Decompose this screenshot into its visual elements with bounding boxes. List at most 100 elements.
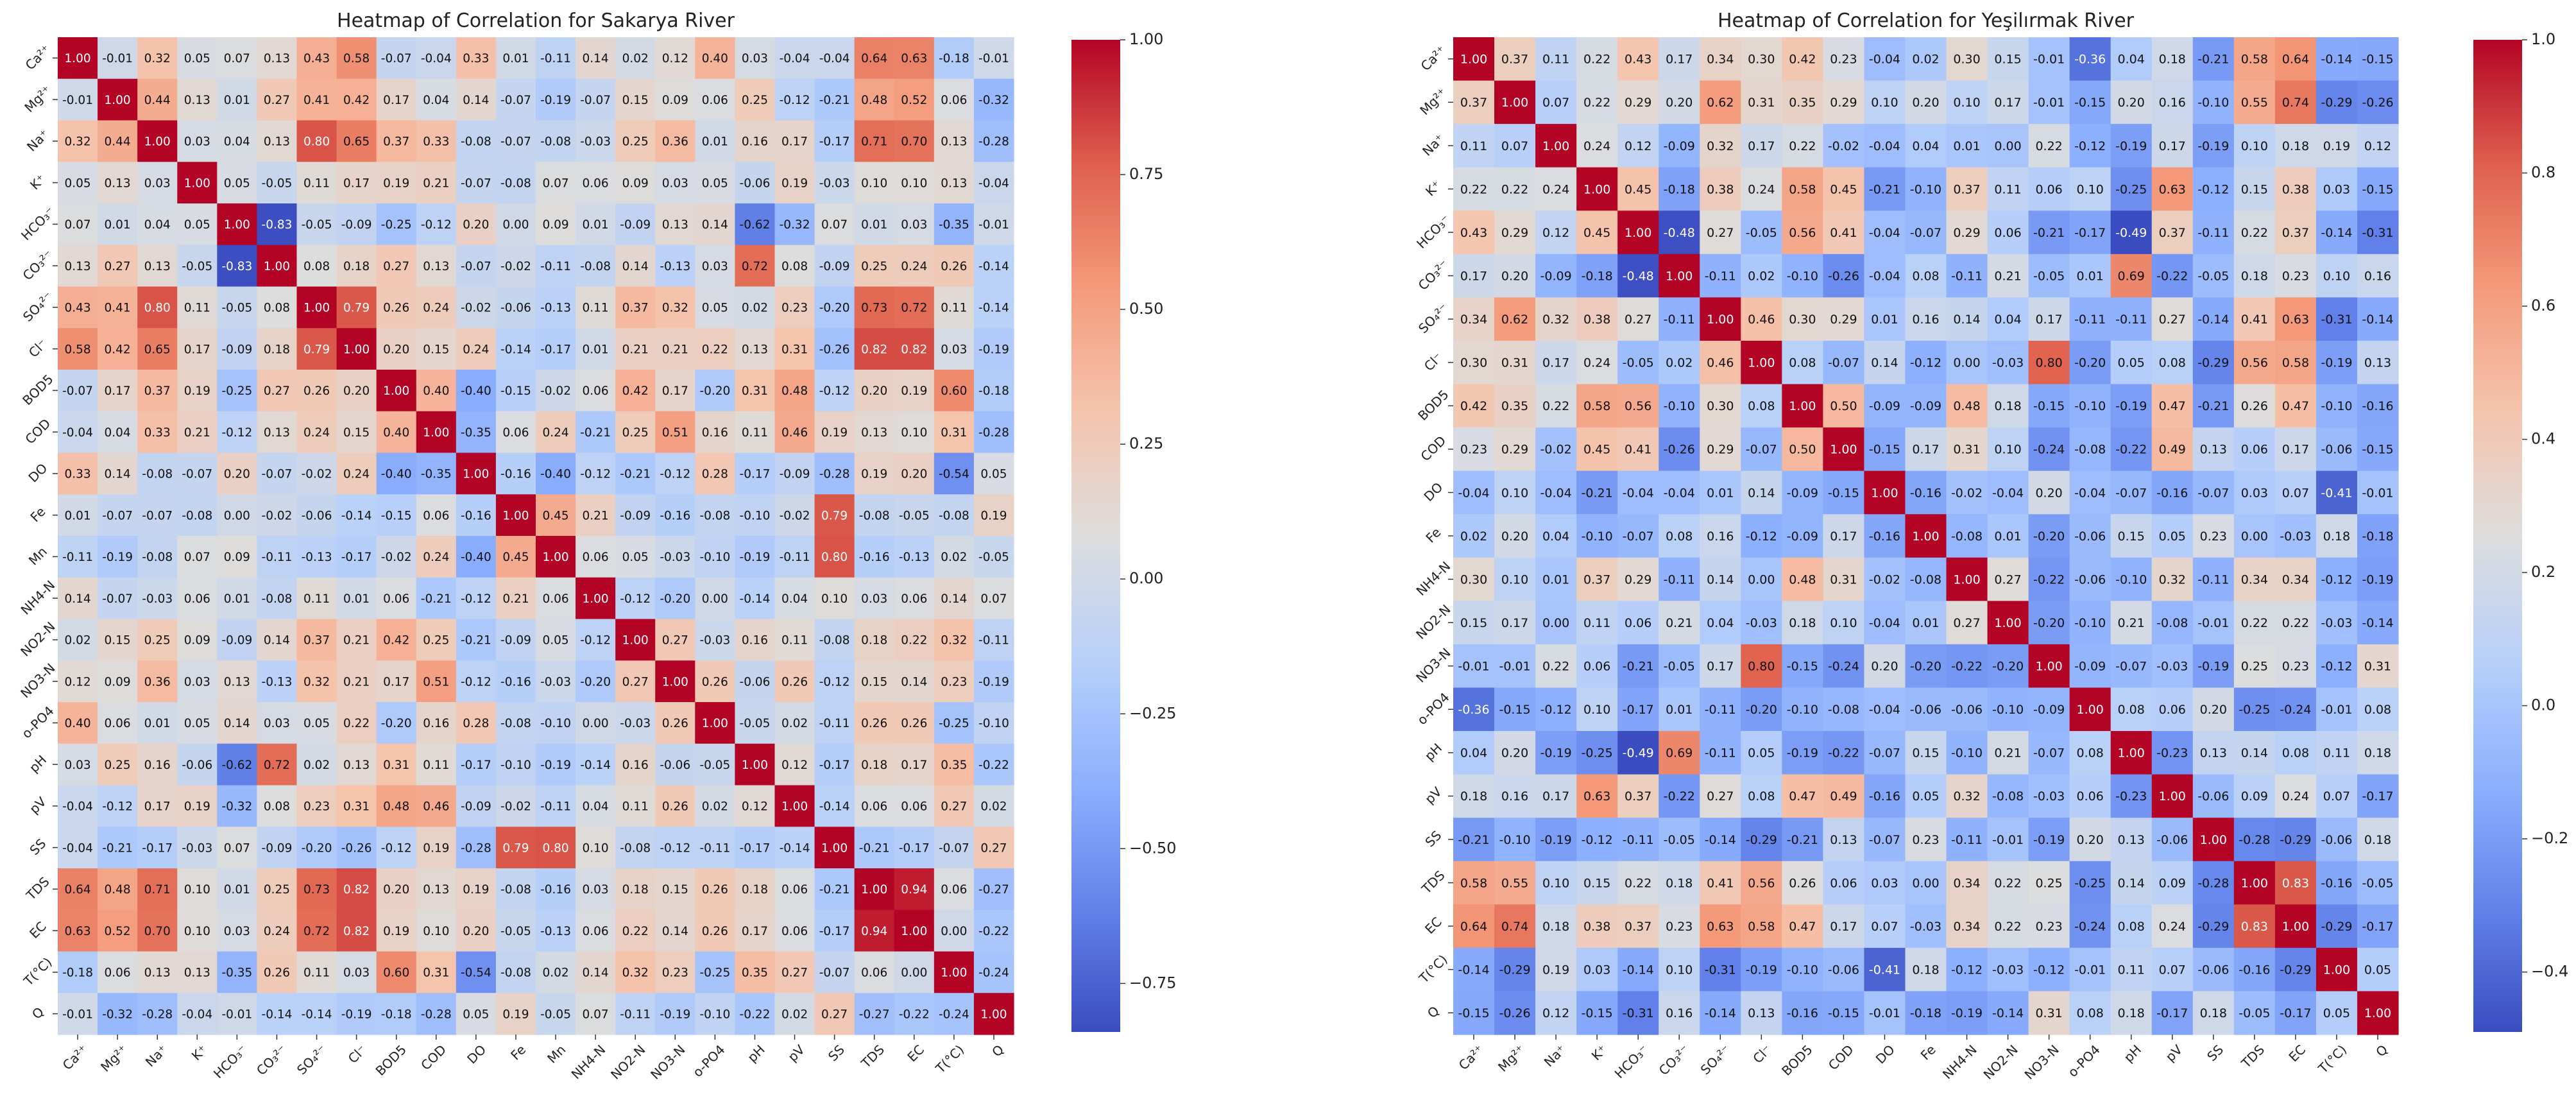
cell-value-label: 0.32 bbox=[622, 967, 649, 980]
heatmap-cell bbox=[894, 411, 935, 454]
cell-value-label: 0.34 bbox=[1460, 313, 1487, 327]
heatmap-cell bbox=[2192, 557, 2235, 601]
cell-value-label: 0.23 bbox=[1460, 443, 1487, 457]
heatmap-cell bbox=[2357, 427, 2399, 472]
heatmap-cell bbox=[1659, 731, 1700, 775]
cell-value-label: -0.54 bbox=[461, 967, 491, 980]
cell-value-label: -0.10 bbox=[1787, 703, 1818, 717]
heatmap-cell bbox=[814, 577, 855, 620]
heatmap-cell bbox=[416, 827, 457, 869]
cell-value-label: 0.06 bbox=[542, 592, 568, 606]
heatmap-cell bbox=[1864, 384, 1906, 428]
heatmap-cell bbox=[58, 660, 98, 703]
heatmap-cell bbox=[137, 162, 178, 204]
heatmap-cell bbox=[1946, 297, 1988, 341]
heatmap-cell bbox=[376, 370, 417, 412]
cell-value-label: -0.22 bbox=[1828, 746, 1859, 761]
heatmap-cell bbox=[336, 909, 377, 952]
cell-value-label: 0.22 bbox=[1583, 53, 1610, 67]
cell-value-label: -0.11 bbox=[620, 1008, 651, 1021]
cell-value-label: 0.18 bbox=[2159, 53, 2186, 67]
cell-value-label: 0.38 bbox=[1583, 920, 1610, 934]
cell-value-label: 0.50 bbox=[1830, 399, 1857, 413]
heatmap-cell bbox=[973, 162, 1014, 204]
cell-value-label: -0.15 bbox=[500, 384, 531, 398]
heatmap-cell bbox=[2151, 644, 2194, 689]
heatmap-cell bbox=[98, 951, 138, 993]
cell-value-label: -0.26 bbox=[341, 841, 372, 855]
heatmap-cell bbox=[137, 660, 178, 703]
cell-value-label: 0.80 bbox=[2035, 356, 2062, 370]
heatmap-cell bbox=[456, 411, 497, 454]
x-tick-label: NH4-N bbox=[1940, 1042, 1980, 1082]
cell-value-label: 1.00 bbox=[1707, 313, 1734, 327]
cell-value-label: 0.11 bbox=[742, 426, 768, 440]
cell-value-label: -0.02 bbox=[1540, 443, 1572, 457]
cell-value-label: -0.11 bbox=[262, 551, 293, 564]
cell-value-label: 0.04 bbox=[1542, 529, 1569, 544]
cell-value-label: 0.14 bbox=[622, 260, 649, 273]
x-tick-label: NO2-N bbox=[608, 1042, 648, 1082]
cell-value-label: 1.00 bbox=[303, 302, 330, 315]
heatmap-cell bbox=[576, 37, 616, 80]
heatmap-cell bbox=[536, 619, 576, 661]
cell-value-label: -0.05 bbox=[221, 302, 252, 315]
y-tick-label: TDS bbox=[22, 874, 52, 904]
cell-value-label: 0.69 bbox=[1666, 746, 1693, 761]
cell-value-label: 0.05 bbox=[184, 52, 210, 65]
cell-value-label: -0.09 bbox=[620, 218, 651, 232]
heatmap-cell bbox=[98, 286, 138, 329]
cell-value-label: 0.52 bbox=[105, 925, 131, 938]
cell-value-label: -0.31 bbox=[2362, 226, 2393, 240]
cell-value-label: 0.27 bbox=[2159, 313, 2186, 327]
cell-value-label: -0.10 bbox=[2074, 616, 2106, 630]
heatmap-cell bbox=[456, 120, 497, 162]
cell-value-label: 0.11 bbox=[303, 592, 330, 606]
cell-value-label: 0.11 bbox=[781, 634, 808, 648]
cell-value-label: 0.02 bbox=[702, 800, 728, 814]
heatmap-cell bbox=[615, 743, 656, 786]
heatmap-cell bbox=[296, 245, 337, 288]
cell-value-label: 1.00 bbox=[1830, 443, 1857, 457]
cell-value-label: -0.28 bbox=[142, 1008, 173, 1021]
heatmap-cell bbox=[615, 245, 656, 288]
heatmap-cell bbox=[2357, 340, 2399, 385]
cell-value-label: 0.03 bbox=[702, 260, 728, 273]
heatmap-cell bbox=[2069, 904, 2111, 949]
heatmap-cell bbox=[973, 536, 1014, 578]
cell-value-label: 0.20 bbox=[2077, 833, 2104, 847]
heatmap-cell bbox=[2028, 601, 2070, 645]
cell-value-label: 0.28 bbox=[702, 468, 728, 481]
cell-value-label: 0.19 bbox=[463, 883, 489, 897]
heatmap-cell bbox=[1576, 644, 1618, 689]
heatmap-cell bbox=[257, 494, 298, 537]
heatmap-cell bbox=[1453, 947, 1495, 992]
cell-value-label: 0.41 bbox=[1707, 876, 1734, 890]
cell-value-label: 0.27 bbox=[1953, 616, 1980, 630]
cell-value-label: 1.00 bbox=[1953, 572, 1980, 587]
heatmap-cell bbox=[296, 909, 337, 952]
cell-value-label: -0.10 bbox=[699, 551, 730, 564]
cell-value-label: 0.58 bbox=[1460, 876, 1487, 890]
cell-value-label: 0.27 bbox=[1994, 572, 2021, 587]
cell-value-label: -0.13 bbox=[540, 302, 571, 315]
cell-value-label: -0.09 bbox=[1910, 399, 1941, 413]
heatmap-cell bbox=[296, 827, 337, 869]
cell-value-label: -0.08 bbox=[1828, 703, 1859, 717]
heatmap-cell bbox=[495, 743, 536, 786]
heatmap-cell bbox=[456, 660, 497, 703]
heatmap-cell bbox=[1700, 297, 1741, 341]
heatmap-cell bbox=[576, 494, 616, 537]
cell-value-label: 0.01 bbox=[224, 592, 250, 606]
heatmap-cell bbox=[2028, 297, 2070, 341]
heatmap-cell bbox=[735, 827, 776, 869]
heatmap-cell bbox=[1823, 427, 1865, 472]
x-tick-label: Ca²⁺ bbox=[1456, 1042, 1487, 1073]
heatmap-cell bbox=[894, 827, 935, 869]
heatmap-cell bbox=[1946, 211, 1988, 255]
heatmap-cell bbox=[814, 370, 855, 412]
y-tick-label: NH4-N bbox=[18, 578, 58, 618]
heatmap-cell bbox=[1741, 80, 1782, 125]
cell-value-label: 0.06 bbox=[2159, 703, 2186, 717]
cell-value-label: -0.05 bbox=[899, 509, 930, 522]
